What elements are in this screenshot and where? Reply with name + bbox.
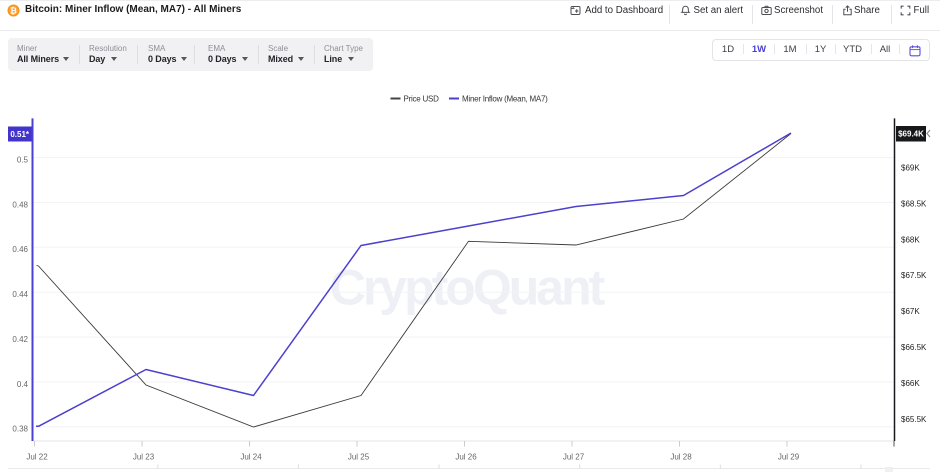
svg-text:$66.5K: $66.5K: [901, 343, 927, 352]
svg-text:Jul 24: Jul 24: [240, 453, 262, 462]
svg-text:Price USD: Price USD: [404, 95, 440, 104]
svg-text:0.5: 0.5: [17, 156, 29, 165]
svg-text:0.4: 0.4: [17, 380, 29, 389]
svg-text:$67K: $67K: [901, 307, 920, 316]
svg-text:Jul 22: Jul 22: [26, 453, 48, 462]
svg-text:$68.5K: $68.5K: [901, 199, 927, 208]
svg-text:0.38: 0.38: [12, 425, 28, 434]
svg-text:Jul 26: Jul 26: [455, 453, 477, 462]
svg-text:Jul 29: Jul 29: [778, 453, 800, 462]
svg-text:$69.4K: $69.4K: [898, 130, 924, 139]
svg-text:0.46: 0.46: [12, 245, 28, 254]
svg-text:Jul 28: Jul 28: [670, 453, 692, 462]
svg-text:0.42: 0.42: [12, 335, 28, 344]
svg-text:Jul 25: Jul 25: [348, 453, 370, 462]
svg-text:0.48: 0.48: [12, 200, 28, 209]
svg-text:CryptoQuant: CryptoQuant: [330, 260, 606, 316]
svg-text:$69K: $69K: [901, 164, 920, 173]
svg-text:Jul 27: Jul 27: [563, 453, 585, 462]
svg-text:$67.5K: $67.5K: [901, 271, 927, 280]
svg-text:0.51*: 0.51*: [10, 130, 30, 139]
svg-text:Jul 23: Jul 23: [133, 453, 155, 462]
svg-text:$66K: $66K: [901, 379, 920, 388]
svg-text:Miner Inflow (Mean, MA7): Miner Inflow (Mean, MA7): [462, 95, 548, 104]
svg-text:₿: ₿: [10, 5, 17, 15]
svg-text:$68K: $68K: [901, 235, 920, 244]
svg-text:$65.5K: $65.5K: [901, 415, 927, 424]
svg-text:0.44: 0.44: [12, 290, 28, 299]
